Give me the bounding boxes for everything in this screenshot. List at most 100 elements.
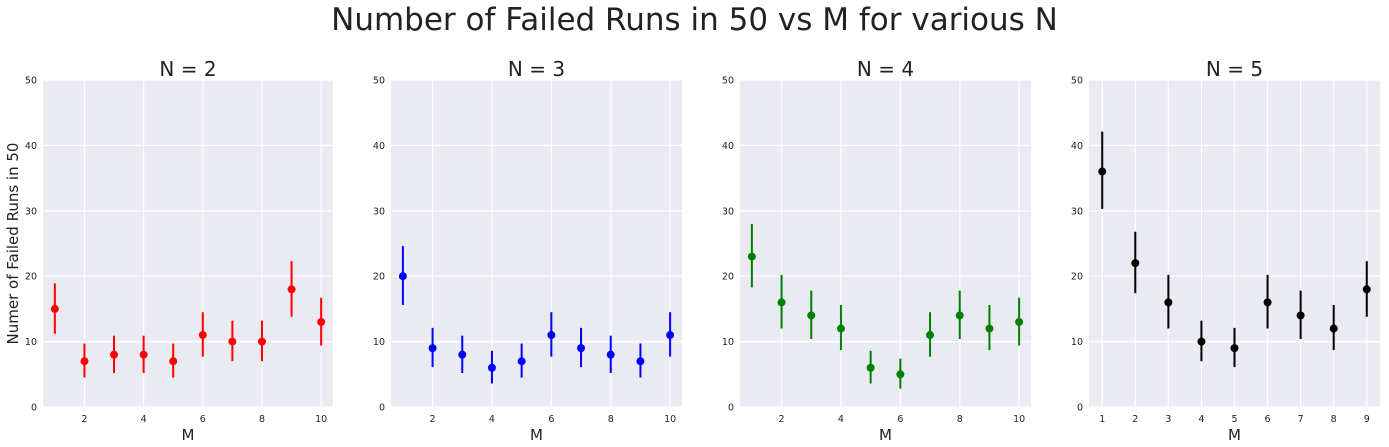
y-tick-label: 20 bbox=[373, 272, 385, 283]
data-point bbox=[606, 350, 615, 359]
y-tick-label: 20 bbox=[25, 272, 37, 283]
y-tick-label: 30 bbox=[25, 206, 37, 217]
x-tick-label: 5 bbox=[1231, 414, 1237, 425]
data-point bbox=[139, 350, 148, 359]
x-axis-label: M bbox=[1228, 426, 1241, 444]
y-tick-label: 30 bbox=[373, 206, 385, 217]
data-point bbox=[317, 317, 326, 326]
data-point bbox=[517, 357, 526, 366]
y-tick-label: 10 bbox=[25, 337, 37, 348]
subplot-3: 0 10 20 30 40 50 2 4 6 8 10 N = 4 M bbox=[722, 57, 1031, 444]
subplot-title: N = 3 bbox=[508, 57, 565, 81]
data-point bbox=[428, 344, 437, 353]
y-axis-label: Numer of Failed Runs in 50 bbox=[4, 143, 22, 345]
data-point bbox=[1098, 167, 1107, 176]
data-point bbox=[287, 285, 296, 294]
data-point bbox=[985, 324, 994, 333]
x-tick-label: 4 bbox=[489, 414, 495, 425]
data-point bbox=[577, 344, 586, 353]
y-tick-label: 30 bbox=[722, 206, 734, 217]
y-tick-label: 0 bbox=[1077, 403, 1083, 414]
data-point bbox=[807, 311, 816, 320]
data-point bbox=[1164, 298, 1173, 307]
subplot-title: N = 5 bbox=[1206, 57, 1263, 81]
plot-background bbox=[43, 80, 333, 407]
data-point bbox=[955, 311, 964, 320]
data-point bbox=[1362, 285, 1371, 294]
x-tick-label: 2 bbox=[779, 414, 785, 425]
y-tick-label: 40 bbox=[373, 141, 385, 152]
data-point bbox=[50, 304, 59, 313]
plot-background bbox=[740, 80, 1031, 407]
x-tick-label: 4 bbox=[1198, 414, 1204, 425]
data-point bbox=[80, 357, 89, 366]
y-tick-label: 10 bbox=[722, 337, 734, 348]
y-tick-label: 0 bbox=[728, 403, 734, 414]
x-axis-label: M bbox=[879, 426, 892, 444]
subplot-4: 0 10 20 30 40 50 1 2 3 4 5 6 7 8 9 N = 5 M bbox=[1071, 57, 1380, 444]
data-point bbox=[896, 370, 905, 379]
data-point bbox=[836, 324, 845, 333]
data-point bbox=[110, 350, 119, 359]
x-tick-label: 2 bbox=[1132, 414, 1138, 425]
y-tick-label: 0 bbox=[31, 403, 37, 414]
y-tick-label: 40 bbox=[722, 141, 734, 152]
figure-title: Number of Failed Runs in 50 vs M for var… bbox=[331, 2, 1058, 38]
x-tick-label: 8 bbox=[259, 414, 265, 425]
y-tick-label: 40 bbox=[1071, 141, 1083, 152]
data-point bbox=[666, 331, 675, 340]
x-tick-label: 10 bbox=[664, 414, 676, 425]
data-point bbox=[228, 337, 237, 346]
subplot-1: 0 10 20 30 40 50 2 4 6 8 10 N = 2 M Numer of Failed R… bbox=[4, 57, 333, 444]
y-tick-label: 50 bbox=[1071, 76, 1083, 87]
data-point bbox=[169, 357, 178, 366]
x-tick-label: 7 bbox=[1298, 414, 1304, 425]
y-tick-label: 10 bbox=[1071, 337, 1083, 348]
x-axis-label: M bbox=[182, 426, 195, 444]
data-point bbox=[1296, 311, 1305, 320]
data-point bbox=[458, 350, 467, 359]
x-tick-label: 6 bbox=[200, 414, 206, 425]
y-tick-label: 50 bbox=[722, 76, 734, 87]
data-point bbox=[487, 363, 496, 372]
x-tick-label: 6 bbox=[548, 414, 554, 425]
y-tick-label: 20 bbox=[1071, 272, 1083, 283]
plot-background bbox=[391, 80, 682, 407]
x-tick-label: 8 bbox=[957, 414, 963, 425]
data-point bbox=[1329, 324, 1338, 333]
x-tick-label: 9 bbox=[1364, 414, 1370, 425]
data-point bbox=[1131, 259, 1140, 268]
y-tick-label: 30 bbox=[1071, 206, 1083, 217]
data-point bbox=[747, 252, 756, 261]
data-point bbox=[257, 337, 266, 346]
data-point bbox=[777, 298, 786, 307]
x-tick-label: 4 bbox=[141, 414, 147, 425]
x-tick-label: 3 bbox=[1165, 414, 1171, 425]
y-tick-label: 40 bbox=[25, 141, 37, 152]
y-tick-label: 50 bbox=[373, 76, 385, 87]
x-axis-label: M bbox=[530, 426, 543, 444]
y-tick-label: 0 bbox=[379, 403, 385, 414]
data-point bbox=[866, 363, 875, 372]
x-tick-label: 8 bbox=[608, 414, 614, 425]
data-point bbox=[1197, 337, 1206, 346]
data-point bbox=[398, 272, 407, 281]
x-tick-label: 6 bbox=[897, 414, 903, 425]
x-tick-label: 2 bbox=[81, 414, 87, 425]
data-point bbox=[1230, 344, 1239, 353]
x-tick-label: 6 bbox=[1265, 414, 1271, 425]
x-tick-label: 10 bbox=[315, 414, 327, 425]
y-tick-label: 10 bbox=[373, 337, 385, 348]
subplot-title: N = 4 bbox=[857, 57, 914, 81]
data-point bbox=[1015, 317, 1024, 326]
data-point bbox=[198, 331, 207, 340]
x-tick-label: 4 bbox=[838, 414, 844, 425]
data-point bbox=[926, 331, 935, 340]
x-tick-label: 1 bbox=[1099, 414, 1105, 425]
x-tick-label: 2 bbox=[430, 414, 436, 425]
data-point bbox=[636, 357, 645, 366]
x-tick-label: 8 bbox=[1331, 414, 1337, 425]
subplot-title: N = 2 bbox=[159, 57, 216, 81]
